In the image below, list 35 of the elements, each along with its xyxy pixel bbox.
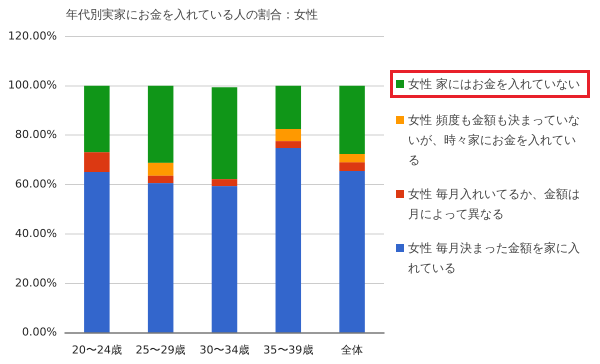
bar (148, 183, 174, 332)
legend-label: 女性 家にはお金を入れていない (408, 76, 580, 93)
bar (339, 86, 365, 154)
bar (339, 171, 365, 332)
legend-label: 女性 毎月決まった金額を家に入れている (408, 240, 581, 277)
bar (276, 141, 302, 148)
bar (276, 86, 302, 130)
bar (148, 176, 174, 184)
bar (339, 162, 365, 172)
bar (84, 152, 110, 172)
chart-title: 年代別実家にお金を入れている人の割合：女性 (66, 7, 318, 22)
bar (212, 179, 238, 186)
x-tick-label: 全体 (341, 343, 364, 356)
x-tick-label: 35〜39歳 (263, 343, 314, 356)
y-tick-label: 0.00% (22, 326, 57, 339)
bar (276, 148, 302, 332)
legend-label: 女性 毎月入れいてるか、金額は月によって異なる (408, 186, 581, 223)
y-tick-label: 80.00% (14, 128, 57, 142)
y-tick-label: 60.00% (14, 177, 57, 190)
x-tick-label: 25〜29歳 (136, 343, 186, 356)
y-tick-label: 20.00% (14, 276, 57, 290)
y-tick-label: 40.00% (14, 226, 57, 240)
bar (276, 129, 302, 142)
x-tick-label: 30〜34歳 (199, 343, 250, 356)
x-tick-label: 20〜24歳 (72, 343, 122, 356)
bar (212, 87, 238, 180)
bar (339, 154, 365, 162)
bar (148, 86, 174, 163)
bar (212, 186, 238, 332)
y-tick-label: 120.00% (8, 29, 57, 42)
bar (148, 162, 174, 176)
y-tick-label: 100.00% (8, 78, 57, 92)
bar (84, 86, 110, 152)
legend-label: 女性 頻度も金額も決まっていないが、時々家にお金を入れている (408, 112, 581, 169)
bar (84, 172, 110, 332)
